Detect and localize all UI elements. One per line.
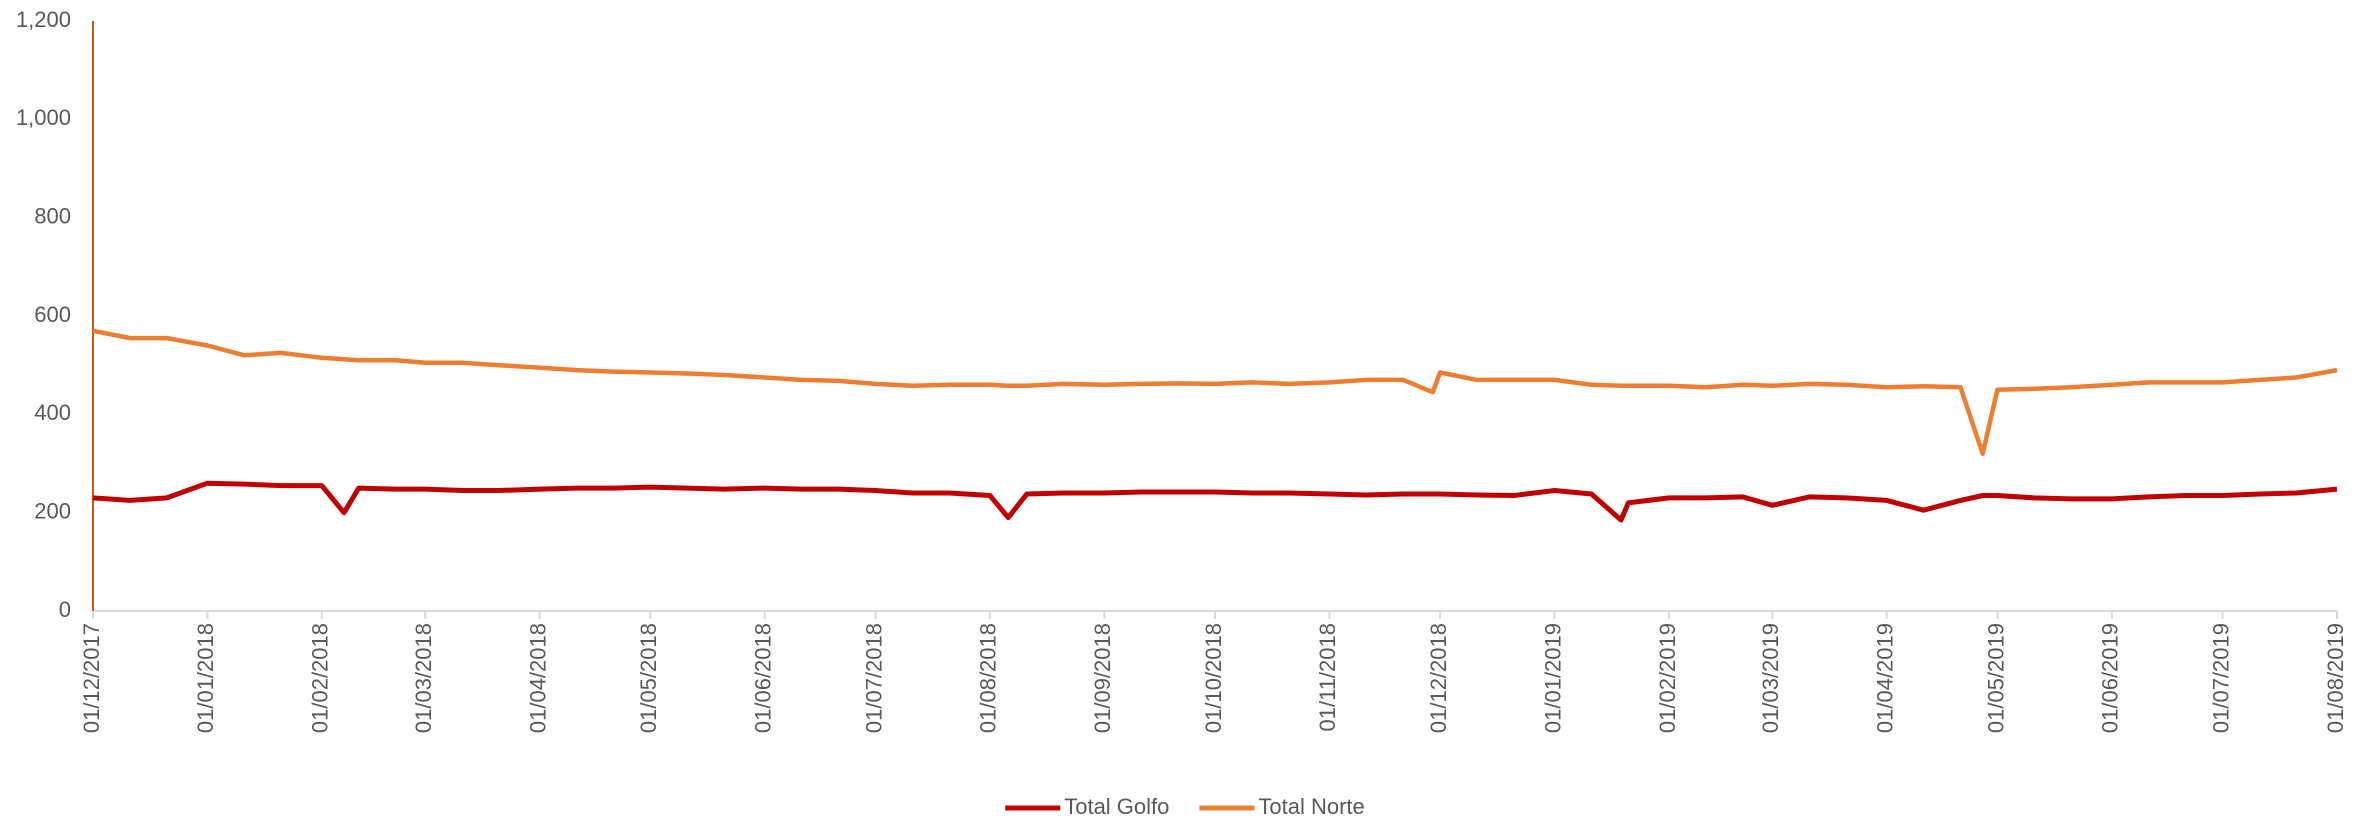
x-tick-label: 01/07/2018 bbox=[861, 623, 886, 733]
x-tick-label: 01/01/2019 bbox=[1540, 623, 1565, 733]
x-tick-label: 01/07/2019 bbox=[2208, 623, 2233, 733]
x-tick-label: 01/04/2019 bbox=[1873, 623, 1898, 733]
series-line bbox=[92, 328, 2338, 456]
series-line bbox=[92, 480, 2338, 523]
x-tick-label: 01/03/2019 bbox=[1758, 623, 1783, 733]
y-tick-label: 0 bbox=[59, 597, 71, 622]
x-tick-label: 01/01/2018 bbox=[193, 623, 218, 733]
y-tick-label: 600 bbox=[34, 302, 71, 327]
x-tick-label: 01/08/2019 bbox=[2323, 623, 2348, 733]
x-tick-label: 01/05/2019 bbox=[1983, 623, 2008, 733]
legend-label: Total Golfo bbox=[1064, 794, 1169, 819]
x-tick-label: 01/11/2018 bbox=[1315, 623, 1340, 731]
x-tick-label: 01/06/2018 bbox=[751, 623, 776, 733]
y-tick-label: 1,000 bbox=[16, 105, 71, 130]
x-tick-label: 01/12/2017 bbox=[79, 623, 104, 733]
x-tick-label: 01/09/2018 bbox=[1090, 623, 1115, 733]
x-tick-label: 01/10/2018 bbox=[1201, 623, 1226, 733]
x-tick-label: 01/08/2018 bbox=[976, 623, 1001, 733]
y-tick-label: 200 bbox=[34, 498, 71, 523]
x-tick-label: 01/12/2018 bbox=[1426, 623, 1451, 733]
x-tick-label: 01/03/2018 bbox=[411, 623, 436, 733]
y-tick-label: 1,200 bbox=[16, 7, 71, 32]
x-tick-label: 01/06/2019 bbox=[2098, 623, 2123, 733]
legend-label: Total Norte bbox=[1258, 794, 1364, 819]
x-tick-label: 01/05/2018 bbox=[636, 623, 661, 733]
x-tick-label: 01/04/2018 bbox=[525, 623, 550, 733]
x-tick-label: 01/02/2019 bbox=[1655, 623, 1680, 733]
y-tick-label: 800 bbox=[34, 203, 71, 228]
x-tick-label: 01/02/2018 bbox=[308, 623, 333, 733]
y-tick-label: 400 bbox=[34, 400, 71, 425]
